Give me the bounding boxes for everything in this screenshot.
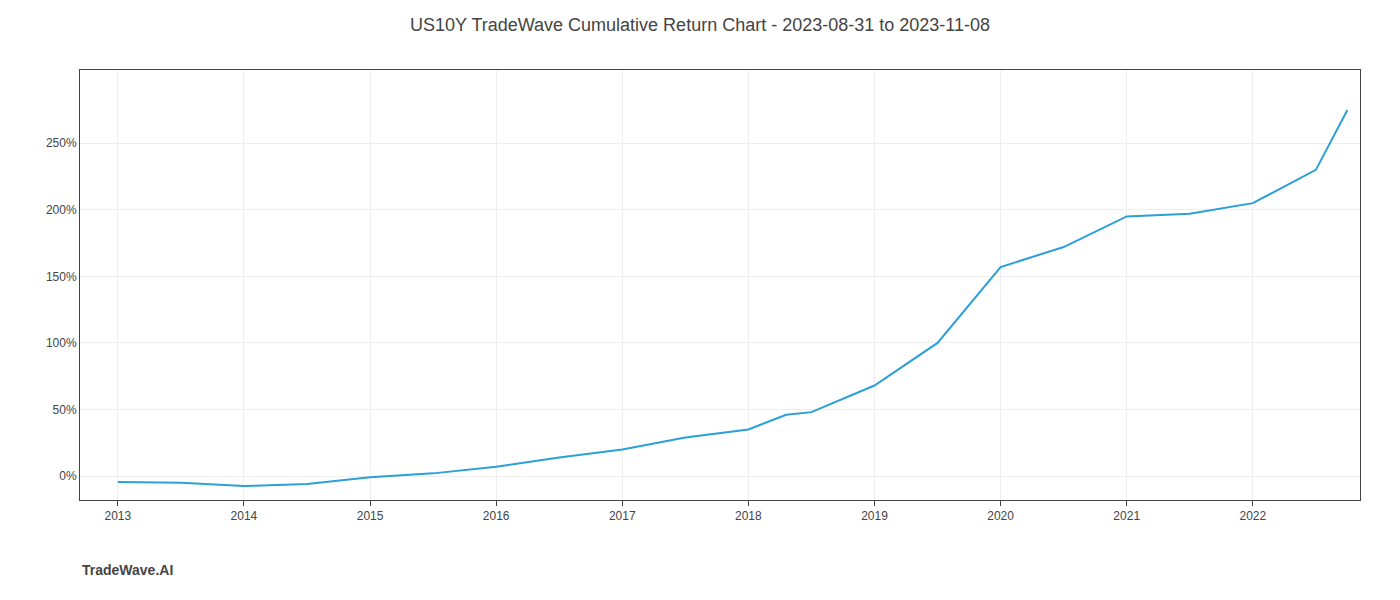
svg-text:2015: 2015 [357, 509, 384, 523]
svg-text:150%: 150% [46, 270, 77, 284]
svg-text:TradeWave.AI: TradeWave.AI [82, 562, 173, 578]
svg-text:250%: 250% [46, 136, 77, 150]
svg-text:0%: 0% [59, 469, 77, 483]
svg-text:2022: 2022 [1239, 509, 1266, 523]
svg-text:2016: 2016 [483, 509, 510, 523]
svg-text:US10Y TradeWave Cumulative Ret: US10Y TradeWave Cumulative Return Chart … [410, 15, 990, 35]
svg-text:2019: 2019 [861, 509, 888, 523]
svg-text:2021: 2021 [1113, 509, 1140, 523]
svg-text:2013: 2013 [104, 509, 131, 523]
svg-text:2014: 2014 [231, 509, 258, 523]
svg-text:50%: 50% [53, 403, 77, 417]
svg-text:100%: 100% [46, 336, 77, 350]
svg-text:2020: 2020 [987, 509, 1014, 523]
svg-text:2018: 2018 [735, 509, 762, 523]
svg-text:200%: 200% [46, 203, 77, 217]
svg-text:2017: 2017 [609, 509, 636, 523]
